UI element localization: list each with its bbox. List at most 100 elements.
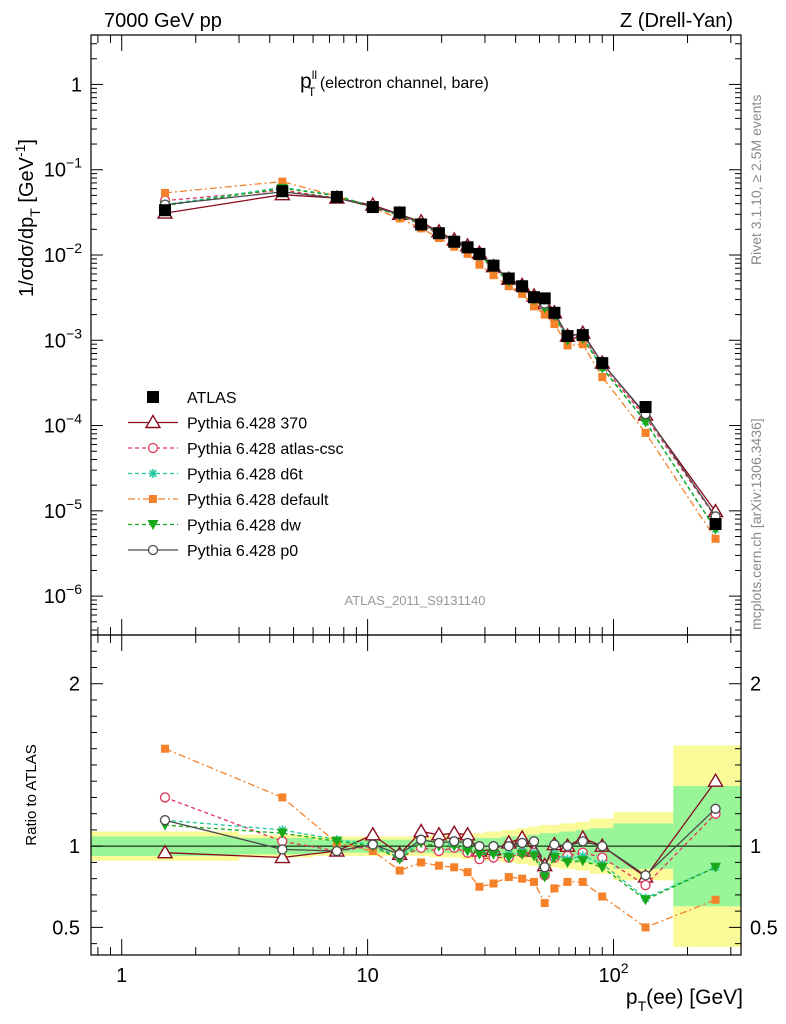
main-y-tick-label: 10−5 — [44, 496, 82, 523]
y-axis-label-sub: T — [27, 208, 43, 217]
main-point-default — [641, 428, 650, 437]
ratio-x-tick-base: 10 — [356, 965, 378, 987]
main-point-dw — [640, 417, 652, 428]
ratio-point-p0 — [474, 841, 485, 852]
ratio-point-370 — [364, 826, 382, 841]
ratio-point-default — [540, 899, 549, 908]
x-axis-label: pT(ee) [GeV] — [626, 986, 743, 1014]
ratio-point-default — [161, 744, 170, 753]
ratio-point-default — [711, 895, 720, 904]
ratio-point-p0 — [462, 837, 473, 849]
ratio-point-default — [475, 882, 484, 891]
main-point-ATLAS — [596, 357, 609, 370]
legend-label-p0: Pythia 6.428 p0 — [187, 543, 298, 560]
ratio-x-tick-base: 10 — [598, 965, 620, 987]
ratio-y-tick-label-left: 0.5 — [52, 917, 80, 939]
ratio-point-dw — [516, 849, 528, 860]
ratio-point-dw — [276, 828, 288, 839]
ratio-point-default — [530, 877, 539, 886]
main-y-tick-label: 10−6 — [44, 581, 82, 608]
ratio-point-p0 — [394, 849, 405, 860]
plot-title-sub: T — [308, 85, 316, 99]
main-point-default — [578, 340, 587, 349]
main-axes-ticks: 110−110−210−310−410−510−6 — [44, 35, 741, 635]
main-y-tick-base: 10 — [44, 330, 66, 352]
ratio-point-dw — [561, 857, 573, 868]
ratio-y-tick-label-right: 2 — [750, 674, 761, 696]
main-series-group — [156, 177, 724, 543]
plot-title-rest: (electron channel, bare) — [315, 75, 488, 92]
main-point-ATLAS — [487, 259, 500, 272]
ratio-y-tick-label-left: 1 — [69, 836, 80, 858]
main-point-ATLAS — [709, 518, 722, 531]
ratio-point-p0 — [539, 862, 550, 873]
legend-entry-dw: Pythia 6.428 dw — [128, 518, 301, 535]
legend-label-atlas-csc: Pythia 6.428 atlas-csc — [187, 441, 344, 458]
ratio-point-p0 — [577, 836, 588, 847]
legend-entry-d6t: Pythia 6.428 d6t — [128, 467, 303, 484]
main-point-default — [161, 188, 170, 197]
ratio-x-tick-base: 1 — [116, 965, 127, 987]
main-point-default — [475, 260, 484, 269]
ratio-point-dw — [462, 846, 474, 857]
main-point-ATLAS — [366, 201, 379, 214]
main-y-tick-exp: −5 — [66, 496, 82, 512]
main-point-default — [530, 302, 539, 311]
main-y-tick-exp: −2 — [66, 240, 82, 256]
ratio-point-default — [504, 873, 513, 882]
ratio-point-default — [563, 877, 572, 886]
ratio-point-default — [417, 858, 426, 867]
ratio-point-p0 — [562, 841, 573, 852]
main-y-tick-base: 10 — [44, 586, 66, 608]
main-point-ATLAS — [448, 235, 461, 248]
y-axis-label: 1/σdσ/dpT [GeV-1] — [12, 139, 43, 297]
legend-marker-atlas-csc — [147, 442, 159, 454]
main-point-ATLAS — [473, 247, 486, 260]
main-point-ATLAS — [576, 329, 589, 342]
ratio-point-p0 — [488, 841, 499, 852]
rivet-label: Rivet 3.1.10, ≥ 2.5M events — [748, 95, 764, 265]
main-point-ATLAS — [393, 206, 406, 219]
ratio-x-tick-exp: 2 — [621, 960, 629, 976]
main-y-tick-label: 10−2 — [44, 240, 82, 267]
main-point-ATLAS — [516, 280, 529, 293]
ratio-point-default — [578, 877, 587, 886]
ratio-plot-frame — [90, 634, 742, 956]
ratio-point-dw — [640, 895, 652, 906]
legend-entry-atlas-csc: Pythia 6.428 atlas-csc — [128, 441, 344, 458]
legend-label-d6t: Pythia 6.428 d6t — [187, 467, 303, 484]
ratio-point-dw — [487, 849, 499, 860]
ratio-axis-label: Ratio to ATLAS — [23, 744, 40, 845]
ratio-x-tick-label: 10 — [356, 965, 378, 987]
main-point-ATLAS — [415, 218, 428, 231]
ratio-point-p0 — [331, 845, 343, 857]
main-point-default — [550, 320, 559, 329]
ratio-x-tick-label: 1 — [116, 965, 127, 987]
legend-entry-default: Pythia 6.428 default — [128, 492, 329, 509]
main-y-tick-label: 1 — [71, 74, 82, 96]
ratio-axes-ticks: 0.5 0.51 12 21 10 102 — [52, 635, 778, 987]
main-series-ATLAS — [159, 185, 722, 531]
legend-marker-ATLAS — [147, 391, 159, 403]
main-point-ATLAS — [528, 291, 541, 304]
main-point-default — [540, 310, 549, 319]
legend: ATLAS Pythia 6.428 370 Pythia 6.428 atlas-… — [128, 390, 344, 560]
main-y-tick-base: 10 — [44, 501, 66, 523]
main-y-tick-exp: −6 — [66, 581, 82, 597]
main-y-tick-label: 10−4 — [44, 411, 82, 438]
ratio-point-default — [641, 923, 650, 932]
ratio-point-p0 — [597, 841, 608, 852]
plot-title-main: p — [300, 70, 312, 93]
ratio-point-p0 — [277, 844, 288, 855]
ratio-point-370 — [707, 772, 724, 787]
ratio-point-p0 — [710, 803, 721, 814]
ratio-point-default — [395, 866, 404, 875]
ratio-point-p0 — [159, 815, 171, 826]
main-y-tick-base: 10 — [44, 160, 66, 182]
ratio-point-dw — [596, 862, 608, 873]
main-point-default — [598, 373, 607, 382]
y-axis-label-a: 1/σdσ/dp — [16, 217, 38, 297]
main-y-tick-base: 1 — [71, 74, 82, 96]
legend-marker-dw — [147, 520, 159, 530]
